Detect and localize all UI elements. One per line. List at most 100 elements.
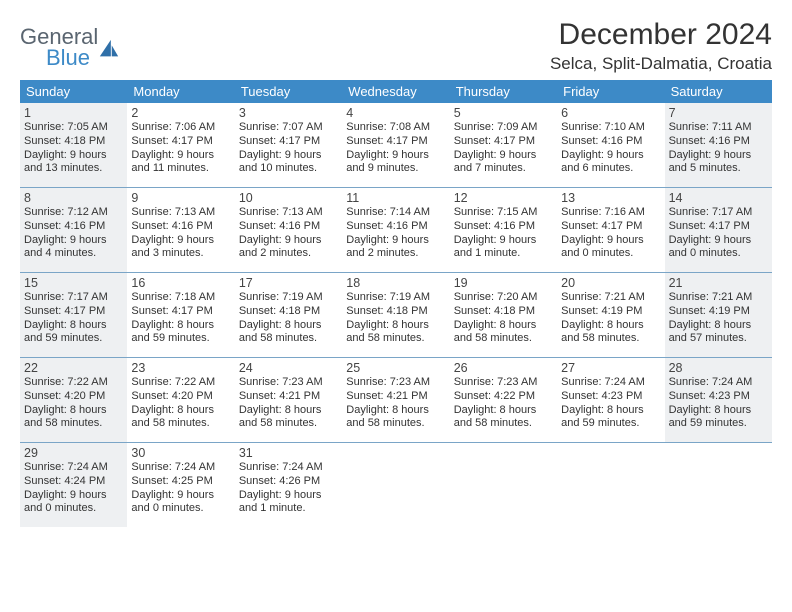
day-number: 24 [239,361,338,375]
sunset-line: Sunset: 4:16 PM [669,135,768,149]
sunrise-line: Sunrise: 7:20 AM [454,291,553,305]
sunrise-line: Sunrise: 7:13 AM [239,206,338,220]
sunset-line: Sunset: 4:21 PM [346,390,445,404]
day-number: 5 [454,106,553,120]
daylight-line: and 58 minutes. [131,417,230,431]
daylight-line: and 59 minutes. [561,417,660,431]
calendar: SundayMondayTuesdayWednesdayThursdayFrid… [20,80,772,527]
day-number: 23 [131,361,230,375]
weekday-label: Friday [557,80,664,103]
day-number: 15 [24,276,123,290]
daylight-line: Daylight: 8 hours [24,319,123,333]
sunset-line: Sunset: 4:17 PM [669,220,768,234]
sunrise-line: Sunrise: 7:12 AM [24,206,123,220]
daylight-line: and 2 minutes. [239,247,338,261]
daylight-line: Daylight: 9 hours [131,149,230,163]
sunrise-line: Sunrise: 7:09 AM [454,121,553,135]
sunrise-line: Sunrise: 7:22 AM [131,376,230,390]
daylight-line: Daylight: 8 hours [454,404,553,418]
sunset-line: Sunset: 4:16 PM [454,220,553,234]
daylight-line: Daylight: 9 hours [131,489,230,503]
day-number: 8 [24,191,123,205]
sunset-line: Sunset: 4:16 PM [131,220,230,234]
daylight-line: Daylight: 8 hours [669,404,768,418]
week-row: 15Sunrise: 7:17 AMSunset: 4:17 PMDayligh… [20,273,772,358]
weekday-label: Tuesday [235,80,342,103]
day-cell: 1Sunrise: 7:05 AMSunset: 4:18 PMDaylight… [20,103,127,187]
daylight-line: and 4 minutes. [24,247,123,261]
daylight-line: Daylight: 8 hours [24,404,123,418]
daylight-line: Daylight: 8 hours [131,319,230,333]
day-cell: 11Sunrise: 7:14 AMSunset: 4:16 PMDayligh… [342,188,449,272]
daylight-line: Daylight: 9 hours [346,234,445,248]
daylight-line: Daylight: 8 hours [239,404,338,418]
sunset-line: Sunset: 4:18 PM [239,305,338,319]
weekday-label: Wednesday [342,80,449,103]
day-cell [450,443,557,527]
day-number: 10 [239,191,338,205]
sunset-line: Sunset: 4:20 PM [131,390,230,404]
sunrise-line: Sunrise: 7:23 AM [346,376,445,390]
sunrise-line: Sunrise: 7:21 AM [669,291,768,305]
sunrise-line: Sunrise: 7:17 AM [24,291,123,305]
daylight-line: Daylight: 9 hours [24,234,123,248]
sunset-line: Sunset: 4:17 PM [24,305,123,319]
sunrise-line: Sunrise: 7:16 AM [561,206,660,220]
sunrise-line: Sunrise: 7:13 AM [131,206,230,220]
sunrise-line: Sunrise: 7:14 AM [346,206,445,220]
day-number: 26 [454,361,553,375]
day-cell: 13Sunrise: 7:16 AMSunset: 4:17 PMDayligh… [557,188,664,272]
logo-sail-icon [98,38,120,60]
daylight-line: Daylight: 9 hours [561,149,660,163]
weekday-label: Thursday [450,80,557,103]
location: Selca, Split-Dalmatia, Croatia [550,54,772,74]
logo-text-blue: Blue [20,47,98,69]
daylight-line: and 58 minutes. [454,332,553,346]
day-number: 4 [346,106,445,120]
daylight-line: Daylight: 9 hours [131,234,230,248]
day-cell: 9Sunrise: 7:13 AMSunset: 4:16 PMDaylight… [127,188,234,272]
sunset-line: Sunset: 4:16 PM [239,220,338,234]
sunset-line: Sunset: 4:16 PM [24,220,123,234]
week-row: 29Sunrise: 7:24 AMSunset: 4:24 PMDayligh… [20,443,772,527]
day-cell [557,443,664,527]
month-title: December 2024 [550,18,772,52]
daylight-line: and 9 minutes. [346,162,445,176]
day-cell: 22Sunrise: 7:22 AMSunset: 4:20 PMDayligh… [20,358,127,442]
day-number: 13 [561,191,660,205]
sunset-line: Sunset: 4:18 PM [24,135,123,149]
day-cell: 2Sunrise: 7:06 AMSunset: 4:17 PMDaylight… [127,103,234,187]
day-cell: 3Sunrise: 7:07 AMSunset: 4:17 PMDaylight… [235,103,342,187]
daylight-line: and 58 minutes. [454,417,553,431]
sunset-line: Sunset: 4:17 PM [239,135,338,149]
daylight-line: and 57 minutes. [669,332,768,346]
daylight-line: and 59 minutes. [131,332,230,346]
sunset-line: Sunset: 4:22 PM [454,390,553,404]
day-number: 28 [669,361,768,375]
day-cell: 16Sunrise: 7:18 AMSunset: 4:17 PMDayligh… [127,273,234,357]
week-row: 22Sunrise: 7:22 AMSunset: 4:20 PMDayligh… [20,358,772,443]
sunrise-line: Sunrise: 7:15 AM [454,206,553,220]
day-number: 7 [669,106,768,120]
sunset-line: Sunset: 4:17 PM [454,135,553,149]
day-cell: 14Sunrise: 7:17 AMSunset: 4:17 PMDayligh… [665,188,772,272]
weekday-header-row: SundayMondayTuesdayWednesdayThursdayFrid… [20,80,772,103]
logo-text-block: General Blue [20,26,98,69]
daylight-line: and 10 minutes. [239,162,338,176]
sunset-line: Sunset: 4:23 PM [669,390,768,404]
day-cell: 10Sunrise: 7:13 AMSunset: 4:16 PMDayligh… [235,188,342,272]
sunrise-line: Sunrise: 7:24 AM [239,461,338,475]
sunrise-line: Sunrise: 7:18 AM [131,291,230,305]
sunrise-line: Sunrise: 7:07 AM [239,121,338,135]
daylight-line: and 7 minutes. [454,162,553,176]
day-number: 18 [346,276,445,290]
day-cell: 30Sunrise: 7:24 AMSunset: 4:25 PMDayligh… [127,443,234,527]
daylight-line: and 11 minutes. [131,162,230,176]
daylight-line: and 58 minutes. [346,332,445,346]
daylight-line: and 6 minutes. [561,162,660,176]
week-row: 8Sunrise: 7:12 AMSunset: 4:16 PMDaylight… [20,188,772,273]
day-cell: 6Sunrise: 7:10 AMSunset: 4:16 PMDaylight… [557,103,664,187]
daylight-line: Daylight: 9 hours [24,149,123,163]
week-row: 1Sunrise: 7:05 AMSunset: 4:18 PMDaylight… [20,103,772,188]
sunset-line: Sunset: 4:21 PM [239,390,338,404]
